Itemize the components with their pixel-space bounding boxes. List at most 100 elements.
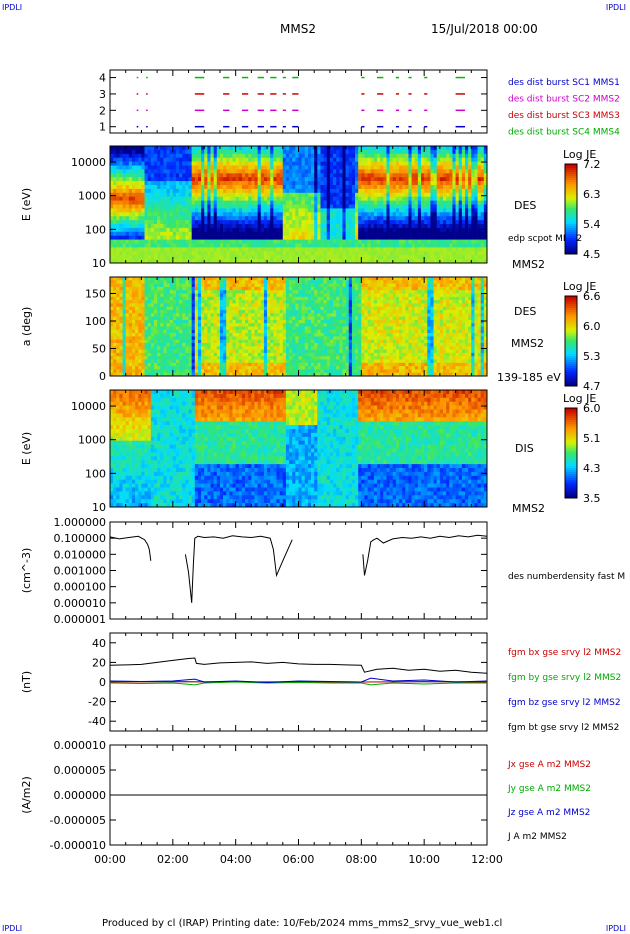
des-pitch-colorbar-tick-label: 6.0 — [583, 320, 601, 333]
corner-label-bottom-left: IPDLI — [2, 924, 23, 933]
burst-legend-entry: des dist burst SC3 MMS3 — [508, 111, 620, 121]
dis-energy-colorbar-frame — [564, 407, 578, 499]
density-series-line — [109, 534, 488, 603]
des-pitch-spectrogram — [110, 277, 488, 377]
bfield-legend-entry: fgm bt gse srvy l2 MMS2 — [508, 723, 619, 733]
x-tick-label: 12:00 — [471, 853, 503, 866]
bfield-legend-entry: fgm by gse srvy l2 MMS2 — [508, 673, 621, 683]
des-energy-colorbar-tick-label: 6.3 — [583, 188, 601, 201]
density-y-tick-label: 0.010000 — [54, 548, 107, 561]
density-y-tick-label: 0.000001 — [54, 613, 107, 626]
x-tick-label: 06:00 — [283, 853, 315, 866]
dis-energy-ylabel: E (eV) — [20, 432, 33, 465]
current-y-tick-label: 0.000005 — [54, 764, 107, 777]
des-pitch-label: DES — [514, 305, 536, 318]
x-tick-label: 10:00 — [408, 853, 440, 866]
des-energy-colorbar-frame — [564, 163, 578, 255]
burst-y-tick-label: 2 — [99, 104, 106, 117]
burst-y-tick-label: 3 — [99, 88, 106, 101]
current-y-tick-label: 0.000010 — [54, 739, 107, 752]
density-y-tick-label: 0.001000 — [54, 565, 107, 578]
des-energy-y-tick-label: 1000 — [78, 190, 106, 203]
burst-legend-entry: des dist burst SC4 MMS4 — [508, 128, 620, 138]
x-tick-label: 04:00 — [220, 853, 252, 866]
corner-label-top-left: IPDLI — [2, 3, 23, 12]
corner-label-bottom-right: IPDLI — [605, 924, 626, 933]
des-energy-colorbar-title: Log JE — [563, 148, 596, 161]
dis-energy-y-tick-label: 10000 — [71, 400, 106, 413]
x-tick-label: 00:00 — [94, 853, 126, 866]
current-legend-entry: J A m2 MMS2 — [507, 832, 567, 842]
des-energy-y-tick-label: 100 — [85, 223, 106, 236]
density-frame — [109, 521, 488, 620]
des-pitch-colorbar-tick-label: 6.6 — [583, 290, 601, 303]
bfield-series-line — [109, 657, 488, 674]
corner-label-top-right: IPDLI — [605, 3, 626, 12]
footer-credit: Produced by cl (IRAP) Printing date: 10/… — [102, 918, 503, 929]
des-energy-label: DES — [514, 199, 536, 212]
des-pitch-colorbar — [565, 296, 577, 387]
des-energy-sublabel: MMS2 — [512, 258, 545, 271]
des-pitch-colorbar-tick-label: 5.3 — [583, 350, 601, 363]
burst-y-tick-label: 4 — [99, 72, 106, 85]
des-pitch-y-tick-label: 50 — [92, 343, 106, 356]
current-y-tick-label: -0.000010 — [50, 839, 106, 852]
des-energy-y-tick-label: 10000 — [71, 156, 106, 169]
dis-energy-y-tick-label: 100 — [85, 467, 106, 480]
des-pitch-colorbar-frame — [564, 295, 578, 387]
current-legend-entry: Jz gse A m2 MMS2 — [507, 808, 590, 818]
dis-energy-colorbar-tick-label: 4.3 — [583, 462, 601, 475]
density-y-tick-label: 0.000100 — [54, 581, 107, 594]
bfield-y-tick-label: 40 — [92, 637, 106, 650]
dis-energy-colorbar-tick-label: 5.1 — [583, 432, 601, 445]
dis-energy-colorbar-tick-label: 3.5 — [583, 492, 601, 505]
bfield-legend-entry: fgm bx gse srvy l2 MMS2 — [508, 648, 621, 658]
dis-energy-y-tick-label: 1000 — [78, 434, 106, 447]
burst-legend-entry: des dist burst SC1 MMS1 — [508, 78, 620, 88]
des-energy-sublabel: edp scpot MMS2 — [508, 234, 582, 244]
x-tick-label: 08:00 — [345, 853, 377, 866]
des-pitch-colorbar-title: Log JE — [563, 280, 596, 293]
dis-energy-colorbar-tick-label: 6.0 — [583, 402, 601, 415]
bfield-series-line — [109, 677, 488, 684]
page-title: MMS2 — [280, 22, 316, 36]
burst-panel-frame — [109, 69, 488, 134]
des-pitch-ylabel: a (deg) — [20, 307, 33, 347]
dis-energy-spectrogram — [110, 390, 488, 508]
density-y-tick-label: 0.000010 — [54, 597, 107, 610]
x-tick-label: 02:00 — [157, 853, 189, 866]
bfield-y-tick-label: 20 — [92, 656, 106, 669]
des-pitch-y-tick-label: 0 — [99, 370, 106, 383]
dis-energy-label: DIS — [515, 442, 534, 455]
page-date: 15/Jul/2018 00:00 — [431, 22, 538, 36]
bfield-y-tick-label: -20 — [88, 696, 106, 709]
des-pitch-sublabel: 139-185 eV — [497, 371, 561, 384]
dis-energy-sublabel: MMS2 — [512, 502, 545, 515]
burst-legend-entry: des dist burst SC2 MMS2 — [508, 95, 620, 105]
dis-energy-y-tick-label: 10 — [92, 501, 106, 514]
des-energy-spectrogram — [110, 146, 488, 264]
des-pitch-y-tick-label: 100 — [85, 315, 106, 328]
current-y-tick-label: -0.000005 — [50, 814, 106, 827]
bfield-y-tick-label: -40 — [88, 715, 106, 728]
burst-y-tick-label: 1 — [99, 121, 106, 134]
des-energy-colorbar — [565, 164, 577, 255]
current-y-tick-label: 0.000000 — [54, 789, 107, 802]
density-ylabel: (cm^-3) — [20, 548, 33, 594]
density-y-tick-label: 0.100000 — [54, 532, 107, 545]
density-y-tick-label: 1.000000 — [54, 516, 107, 529]
bfield-y-tick-label: 0 — [99, 676, 106, 689]
des-energy-colorbar-tick-label: 7.2 — [583, 158, 601, 171]
des-energy-colorbar-tick-label: 5.4 — [583, 218, 601, 231]
bfield-ylabel: (nT) — [20, 671, 33, 693]
des-energy-y-tick-label: 10 — [92, 257, 106, 270]
des-energy-ylabel: E (eV) — [20, 188, 33, 221]
current-legend-entry: Jx gse A m2 MMS2 — [507, 760, 591, 770]
current-ylabel: (A/m2) — [20, 776, 33, 814]
dis-energy-colorbar-title: Log JE — [563, 392, 596, 405]
des-pitch-sublabel: MMS2 — [511, 337, 544, 350]
dis-energy-colorbar — [565, 408, 577, 499]
des-pitch-colorbar-tick-label: 4.7 — [583, 380, 601, 393]
bfield-series-line — [109, 681, 487, 686]
